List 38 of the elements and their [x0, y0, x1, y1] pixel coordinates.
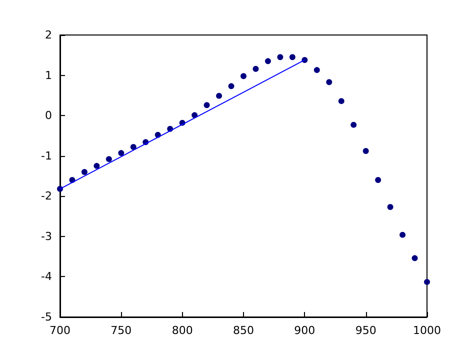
y-tick-label: 0 [45, 109, 52, 122]
point [277, 54, 284, 60]
point [204, 102, 210, 108]
x-tick-label: 1000 [413, 324, 441, 337]
y-tick-label: -2 [41, 190, 52, 203]
point [130, 144, 136, 150]
point [387, 204, 394, 210]
point [326, 79, 332, 86]
y-tick-label: -1 [41, 149, 52, 162]
point [400, 232, 406, 238]
point [264, 58, 271, 64]
x-tick-label: 950 [355, 324, 376, 337]
y-tick-label: -5 [41, 310, 52, 324]
x-tick-label: 750 [110, 324, 132, 337]
point [412, 255, 418, 262]
x-tick-label: 700 [50, 324, 70, 337]
y-tick-label: -3 [41, 230, 52, 243]
point [289, 54, 296, 60]
point [424, 278, 430, 285]
x-tick-label: 900 [294, 324, 316, 337]
point [314, 67, 320, 74]
y-tick-label: 1 [45, 68, 52, 82]
y-tick-label: 2 [45, 28, 52, 42]
point [118, 150, 124, 156]
point [106, 156, 112, 162]
point [338, 98, 344, 104]
point [362, 148, 369, 154]
point [228, 83, 234, 90]
point [375, 177, 382, 184]
y-tick-label: -4 [41, 270, 52, 284]
x-tick-label: 800 [172, 324, 193, 337]
x-tick-label: 850 [233, 324, 254, 337]
point [216, 92, 222, 99]
point [94, 162, 100, 169]
point [252, 66, 259, 72]
point [81, 168, 88, 175]
point [240, 73, 246, 80]
point [350, 122, 357, 128]
